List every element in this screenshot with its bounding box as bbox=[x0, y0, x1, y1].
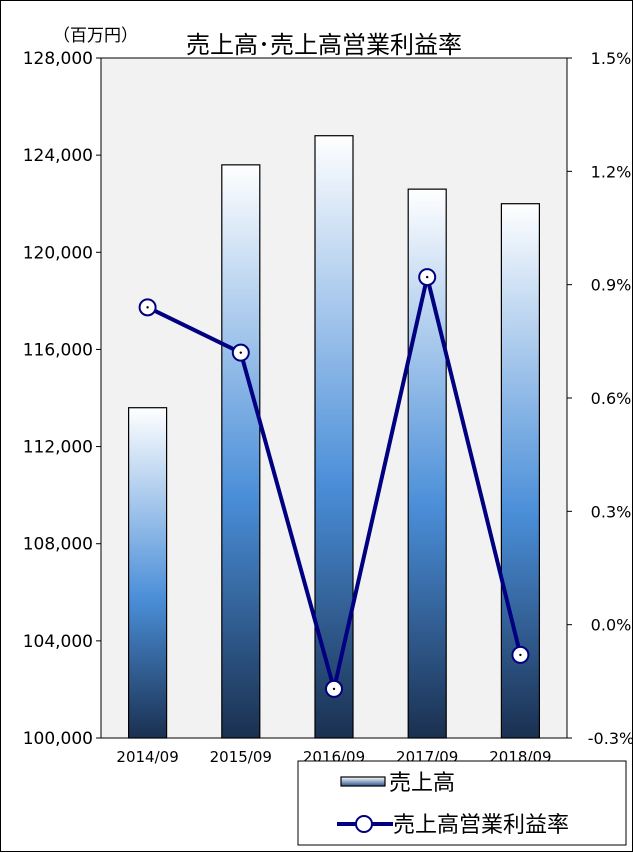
right-tick-label: 0.6% bbox=[591, 389, 632, 408]
left-tick-label: 104,000 bbox=[23, 632, 93, 652]
legend-bar-swatch bbox=[340, 776, 386, 787]
chart-title: 売上高･売上高営業利益率 bbox=[186, 31, 462, 59]
line-point-dot bbox=[426, 275, 429, 279]
left-tick-label: 124,000 bbox=[23, 146, 93, 166]
right-tick-label: 0.9% bbox=[591, 276, 632, 295]
left-axis: 100,000 104,000 108,000 112,000 116,000 120,0… bbox=[23, 49, 101, 749]
y-unit-label: （百万円） bbox=[53, 26, 138, 46]
line-series bbox=[138, 268, 530, 698]
line-point-dot bbox=[519, 653, 522, 657]
legend-line-marker bbox=[355, 815, 373, 833]
left-tick-label: 100,000 bbox=[23, 729, 93, 749]
legend: 売上高 売上高営業利益率 bbox=[297, 760, 627, 846]
legend-line-label: 売上高営業利益率 bbox=[393, 813, 569, 838]
right-tick-label: 0.0% bbox=[591, 616, 632, 635]
line-point-dot bbox=[332, 687, 336, 691]
line-point-dot bbox=[146, 306, 149, 309]
x-tick-label: 2015/09 bbox=[210, 748, 272, 766]
left-tick-label: 128,000 bbox=[23, 49, 93, 69]
legend-bar-label: 売上高 bbox=[389, 771, 455, 796]
legend-box bbox=[297, 760, 627, 846]
right-axis: -0.3% 0.0% 0.3% 0.6% 0.9% 1.2% 1.5% bbox=[567, 49, 633, 748]
right-tick-label: 1.5% bbox=[591, 49, 632, 68]
left-tick-label: 116,000 bbox=[23, 340, 93, 360]
left-tick-label: 112,000 bbox=[23, 438, 93, 458]
line-point-dot bbox=[239, 351, 242, 354]
right-tick-label: 0.3% bbox=[591, 502, 632, 521]
bar bbox=[407, 188, 447, 739]
left-tick-label: 120,000 bbox=[23, 243, 93, 263]
right-tick-label: 1.2% bbox=[591, 162, 632, 181]
left-tick-label: 108,000 bbox=[23, 535, 93, 555]
bar bbox=[221, 164, 261, 739]
x-tick-label: 2014/09 bbox=[116, 748, 178, 766]
bar bbox=[127, 407, 168, 739]
right-tick-label: -0.3% bbox=[588, 729, 633, 748]
